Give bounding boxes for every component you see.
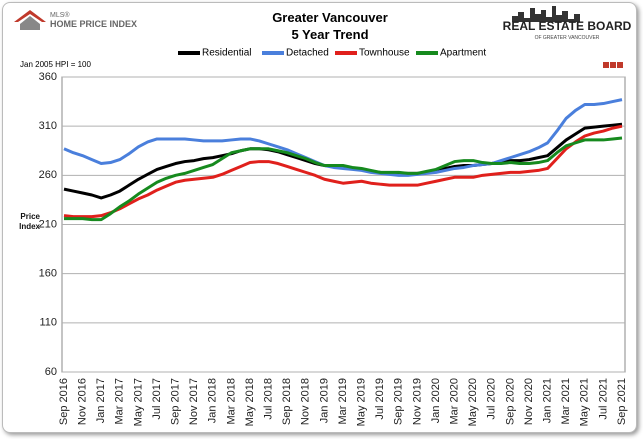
x-tick-label: Nov 2016 [77,378,89,425]
x-tick-label: Mar 2020 [449,378,461,424]
logo-roof [14,10,46,22]
badge [603,62,623,68]
y-tick-label: 110 [39,317,57,329]
x-tick-label: Nov 2017 [188,378,200,425]
logo-text: REAL ESTATE BOARD [503,19,632,33]
logo-skyline [512,6,580,22]
x-tick-label: Nov 2018 [300,378,312,425]
x-tick-label: Mar 2017 [114,378,126,424]
legend-label: Residential [202,48,251,59]
badge-box [603,62,609,68]
x-tick-label: Nov 2019 [411,378,423,425]
x-tick-label: Nov 2020 [523,378,535,425]
x-tick-label: Jul 2020 [486,378,498,420]
logo-left: MLS® HOME PRICE INDEX [14,10,137,30]
logo-text: HOME PRICE INDEX [50,19,137,29]
x-tick-label: Jan 2018 [207,378,219,423]
x-tick-label: May 2018 [244,378,256,426]
badge-box [617,62,623,68]
x-tick-label: May 2020 [467,378,479,426]
y-tick-label: 60 [45,366,57,378]
chart-subtitle: 5 Year Trend [291,27,368,42]
x-tick-label: Sep 2017 [170,378,182,425]
x-tick-label: Sep 2016 [58,378,70,425]
x-tick-label: Mar 2019 [337,378,349,424]
legend-label: Apartment [440,48,486,59]
x-tick-label: Sep 2018 [281,378,293,425]
y-tick-label: 360 [39,71,57,83]
x-tick-label: Sep 2020 [504,378,516,425]
logo-right: REAL ESTATE BOARD OF GREATER VANCOUVER [503,6,632,41]
y-tick-label: 160 [39,268,57,280]
series-line [64,136,623,222]
x-tick-label: Jul 2019 [374,378,386,420]
x-tick-label: Jan 2019 [318,378,330,423]
y-tick-label: 310 [39,120,57,132]
series-line [63,98,623,177]
y-axis-label: Price Index [19,212,40,231]
x-tick-label: Jan 2017 [95,378,107,423]
x-tick-label: Mar 2018 [225,378,237,424]
legend-label: Townhouse [359,48,410,59]
x-tick-label: Sep 2019 [393,378,405,425]
y-tick-label: 210 [39,218,57,230]
logo-text: MLS® [50,11,70,19]
series-line [63,124,623,219]
x-tick-label: May 2017 [132,378,144,426]
x-tick-label: Mar 2021 [560,378,572,424]
x-tick-label: Sep 2021 [616,378,628,425]
x-tick-label: Jul 2021 [597,378,609,420]
x-tick-label: May 2021 [579,378,591,426]
legend-label: Detached [286,48,329,59]
x-tick-label: Jul 2018 [263,378,275,420]
logo-text: OF GREATER VANCOUVER [535,35,600,41]
chart-title: Greater Vancouver [272,10,388,25]
note: Jan 2005 HPI = 100 [20,60,91,69]
logo-house [20,16,40,30]
badge-box [610,62,616,68]
x-tick-label: Jul 2017 [151,378,163,420]
x-tick-label: May 2019 [356,378,368,426]
y-tick-label: 260 [39,169,57,181]
x-tick-label: Jan 2020 [430,378,442,423]
x-tick-label: Jan 2021 [542,378,554,423]
